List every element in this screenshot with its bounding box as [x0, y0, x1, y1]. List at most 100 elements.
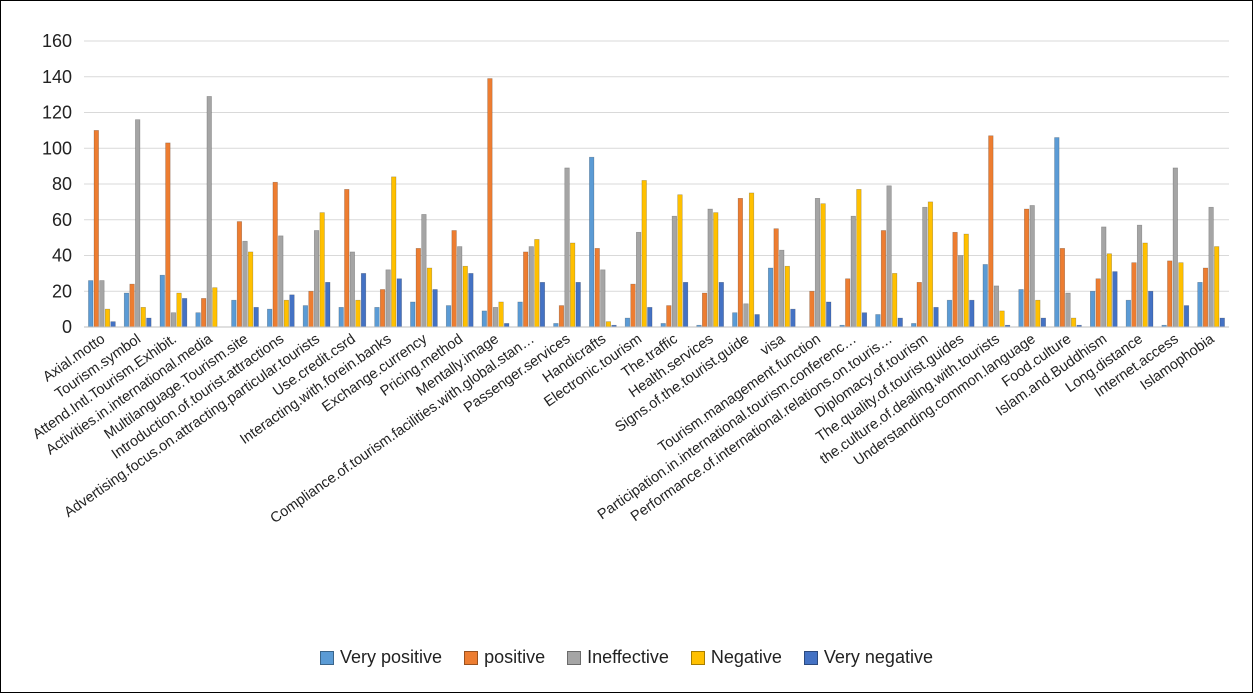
- bar: [517, 301, 523, 328]
- bar: [1024, 208, 1030, 328]
- legend-label: positive: [484, 647, 546, 667]
- bar: [630, 283, 636, 328]
- legend-label: Negative: [710, 647, 782, 667]
- y-tick-label: 120: [42, 103, 72, 123]
- bar: [1040, 317, 1046, 328]
- bar: [374, 307, 380, 328]
- y-axis-tick-labels: 0 20 40 60 80 100 120 140 160: [42, 31, 72, 337]
- bar: [1208, 206, 1214, 328]
- y-tick-label: 20: [52, 281, 72, 301]
- bar: [666, 305, 672, 328]
- bar: [528, 246, 534, 328]
- bar: [748, 192, 755, 328]
- bar: [999, 310, 1005, 328]
- bar: [487, 78, 493, 328]
- legend-item: Very positive: [320, 647, 442, 668]
- bar: [1054, 137, 1060, 328]
- bar: [481, 310, 487, 328]
- bar: [523, 251, 529, 328]
- bar: [140, 307, 146, 328]
- legend-label: Ineffective: [587, 647, 669, 667]
- bar: [856, 189, 862, 328]
- bar: [1167, 260, 1173, 328]
- bar: [283, 299, 289, 328]
- bar: [410, 301, 416, 328]
- y-tick-label: 0: [62, 317, 72, 337]
- bar: [1106, 253, 1112, 328]
- bar: [963, 233, 969, 328]
- bar: [922, 206, 928, 328]
- bar: [451, 230, 457, 328]
- y-tick-label: 100: [42, 138, 72, 158]
- x-axis-tick-labels: Axial.mottoTourism.symbolAttend.Intl.Tou…: [30, 331, 1218, 527]
- legend-label: Very positive: [340, 647, 443, 667]
- bar: [558, 305, 565, 328]
- bar: [600, 269, 606, 328]
- bar: [647, 307, 653, 328]
- bar: [93, 130, 99, 328]
- bar: [123, 292, 130, 328]
- bar: [534, 239, 540, 328]
- bar: [1018, 289, 1024, 328]
- bar: [605, 321, 612, 328]
- bar: [289, 294, 295, 328]
- bar: [88, 280, 94, 328]
- bar: [302, 305, 309, 328]
- bar: [790, 308, 796, 328]
- bar: [1148, 290, 1154, 328]
- bar: [135, 119, 141, 328]
- bar: [313, 230, 320, 328]
- bar: [236, 221, 243, 328]
- bar: [385, 269, 391, 328]
- bars: [88, 78, 1225, 328]
- bar: [779, 249, 785, 328]
- y-tick-label: 140: [42, 67, 72, 87]
- y-tick-label: 60: [52, 210, 72, 230]
- bar: [933, 307, 939, 328]
- bar: [1070, 317, 1077, 328]
- bar: [1214, 246, 1220, 328]
- bar: [1183, 305, 1190, 328]
- bar: [993, 285, 1000, 328]
- bar: [206, 96, 212, 328]
- bar: [426, 267, 433, 328]
- bar: [713, 212, 719, 328]
- bar: [355, 299, 361, 328]
- legend-swatch: [320, 650, 335, 665]
- bar: [1029, 205, 1035, 328]
- bar: [1142, 242, 1148, 328]
- bar: [325, 282, 331, 328]
- bar: [421, 214, 427, 328]
- bar: [809, 290, 815, 328]
- bar: [379, 289, 386, 328]
- bar: [165, 142, 171, 328]
- bar: [1125, 299, 1131, 328]
- legend-swatch: [690, 650, 705, 665]
- bar: [445, 305, 452, 328]
- bar: [784, 265, 790, 328]
- bar: [338, 307, 344, 328]
- bar: [1172, 167, 1178, 328]
- bar: [814, 198, 821, 328]
- bar: [462, 265, 468, 328]
- bar: [391, 176, 397, 328]
- bar: [897, 317, 903, 328]
- bar-chart: 0 20 40 60 80 100 120 140 160 Axial.mottoTourism…: [30, 31, 1229, 527]
- bar: [845, 278, 851, 328]
- legend-swatch: [803, 650, 818, 665]
- bar: [539, 282, 546, 328]
- bar: [861, 312, 868, 328]
- bar: [1197, 282, 1203, 328]
- bar: [624, 317, 631, 328]
- bar: [886, 185, 892, 328]
- bar: [308, 290, 314, 328]
- bar: [1178, 262, 1184, 328]
- bar: [1202, 267, 1209, 328]
- bar: [916, 282, 922, 328]
- bar: [773, 228, 779, 328]
- bar: [1035, 299, 1041, 328]
- bar: [958, 255, 964, 328]
- bar: [875, 314, 881, 328]
- bar: [737, 198, 743, 328]
